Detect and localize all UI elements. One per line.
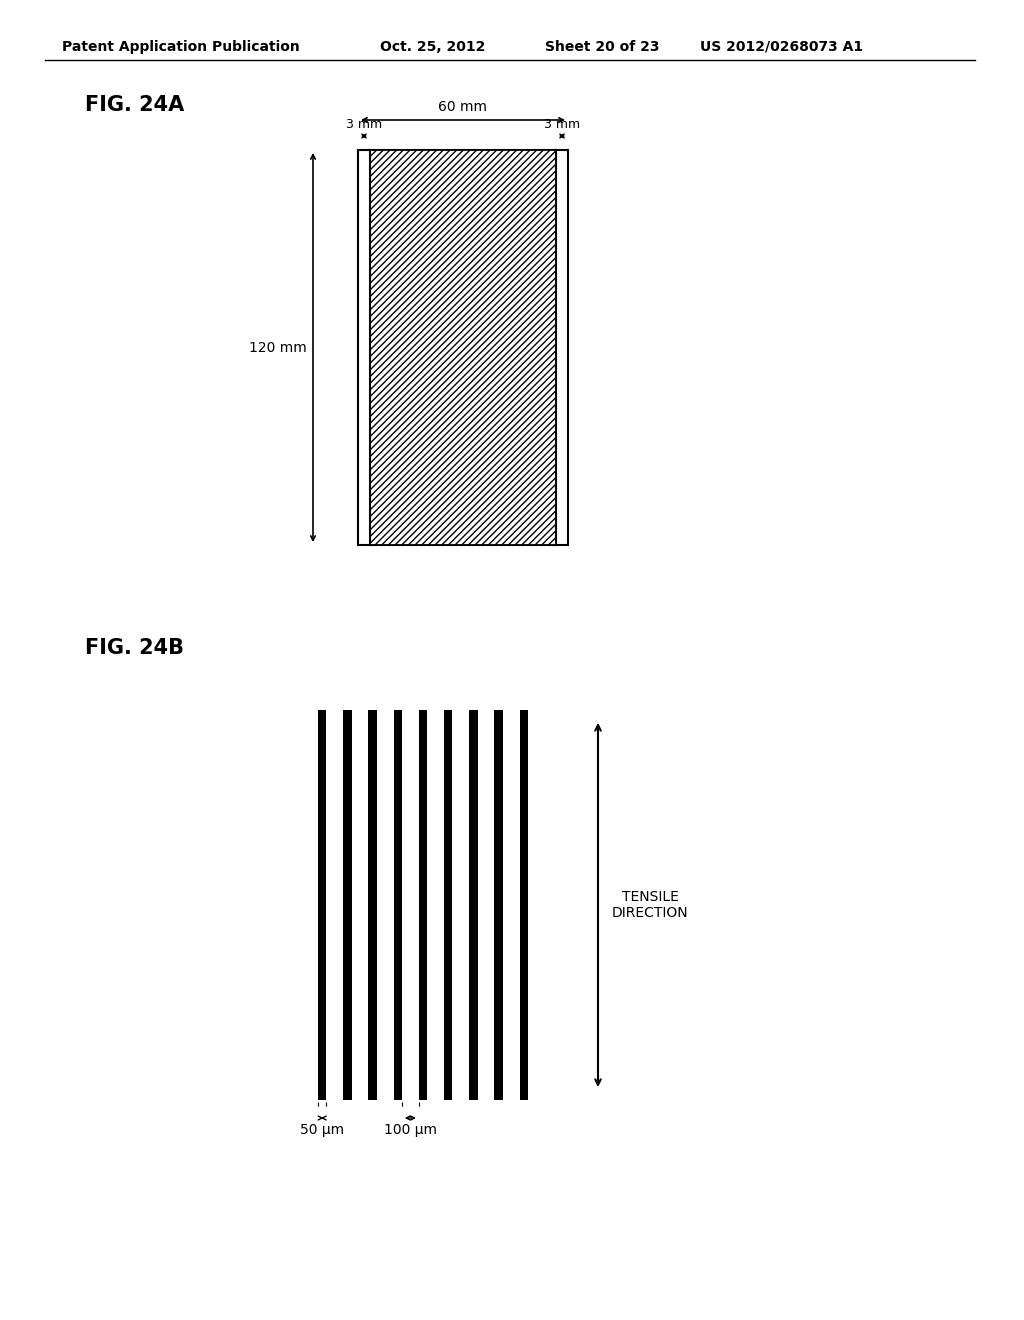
Text: Sheet 20 of 23: Sheet 20 of 23 [545,40,659,54]
Text: US 2012/0268073 A1: US 2012/0268073 A1 [700,40,863,54]
Text: 100 μm: 100 μm [384,1123,437,1137]
Bar [519,710,528,1100]
Text: FIG. 24A: FIG. 24A [85,95,184,115]
Bar [318,710,327,1100]
Text: 50 μm: 50 μm [300,1123,344,1137]
Bar [469,710,477,1100]
Bar [370,150,556,545]
Text: 60 mm: 60 mm [438,100,487,114]
Bar [369,710,377,1100]
Bar [358,150,568,545]
Bar [370,150,556,545]
Text: 3 mm: 3 mm [544,117,580,131]
Text: Oct. 25, 2012: Oct. 25, 2012 [380,40,485,54]
Bar [444,710,453,1100]
Text: TENSILE
DIRECTION: TENSILE DIRECTION [612,890,688,920]
Bar [393,710,402,1100]
Text: 3 mm: 3 mm [346,117,382,131]
Bar [419,710,427,1100]
Bar [495,710,503,1100]
Text: FIG. 24B: FIG. 24B [85,638,184,657]
Text: Patent Application Publication: Patent Application Publication [62,40,300,54]
Text: 120 mm: 120 mm [249,341,307,355]
Bar [343,710,351,1100]
